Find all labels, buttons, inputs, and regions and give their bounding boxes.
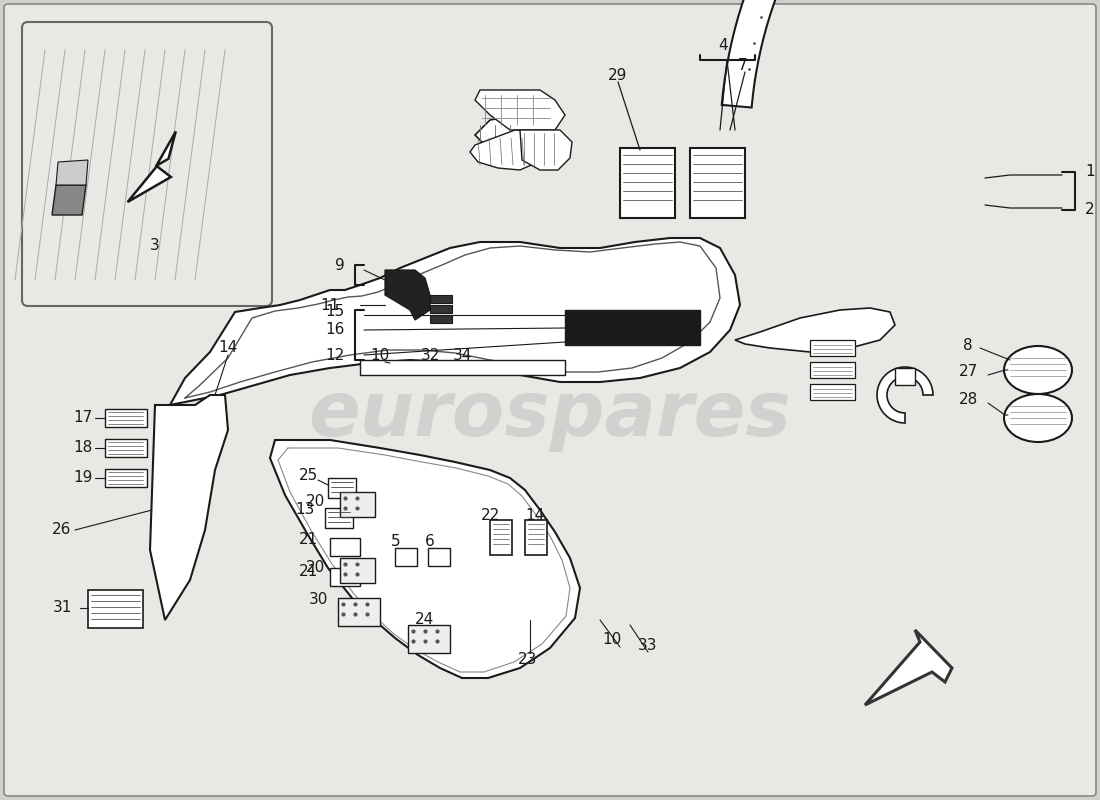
Text: 10: 10: [371, 347, 389, 362]
Text: 27: 27: [958, 365, 978, 379]
Bar: [328, 478, 356, 498]
Bar: [810, 362, 855, 378]
Text: 11: 11: [321, 298, 340, 313]
Text: 10: 10: [603, 633, 622, 647]
Text: 2: 2: [1085, 202, 1094, 218]
Text: 3: 3: [150, 238, 160, 253]
Polygon shape: [520, 130, 572, 170]
Bar: [395, 548, 417, 566]
Text: 31: 31: [53, 601, 72, 615]
Polygon shape: [565, 310, 700, 345]
Polygon shape: [722, 0, 1100, 107]
Text: 14: 14: [526, 507, 544, 522]
Polygon shape: [735, 308, 895, 352]
Bar: [330, 568, 360, 586]
Polygon shape: [385, 270, 430, 320]
Polygon shape: [270, 440, 580, 678]
Text: 9: 9: [336, 258, 345, 273]
Bar: [428, 548, 450, 566]
Text: 30: 30: [309, 593, 328, 607]
Polygon shape: [895, 368, 915, 385]
Text: 15: 15: [326, 305, 345, 319]
Text: 34: 34: [452, 347, 472, 362]
Text: eurospares: eurospares: [309, 378, 791, 452]
FancyBboxPatch shape: [4, 4, 1096, 796]
Text: 5: 5: [392, 534, 400, 550]
Bar: [690, 148, 745, 218]
Polygon shape: [475, 90, 565, 130]
Text: 16: 16: [326, 322, 345, 338]
Bar: [810, 384, 855, 400]
Bar: [104, 469, 147, 487]
Text: 28: 28: [958, 393, 978, 407]
Bar: [104, 439, 147, 457]
Text: 14: 14: [219, 341, 238, 355]
Text: 18: 18: [74, 441, 92, 455]
Bar: [490, 520, 512, 555]
Polygon shape: [475, 115, 544, 165]
Text: 24: 24: [416, 613, 434, 627]
FancyBboxPatch shape: [22, 22, 272, 306]
Text: 23: 23: [518, 653, 538, 667]
Bar: [88, 590, 143, 628]
Bar: [340, 558, 375, 583]
Text: 19: 19: [74, 470, 92, 486]
Polygon shape: [360, 360, 565, 375]
Text: 26: 26: [53, 522, 72, 538]
Bar: [430, 315, 452, 323]
Polygon shape: [170, 238, 740, 405]
Text: 33: 33: [638, 638, 658, 653]
Text: 21: 21: [299, 533, 318, 547]
Text: 4: 4: [718, 38, 728, 53]
Ellipse shape: [1004, 346, 1072, 394]
Polygon shape: [470, 130, 544, 170]
Text: 20: 20: [306, 561, 324, 575]
Bar: [340, 492, 375, 517]
Polygon shape: [150, 395, 228, 620]
Text: 6: 6: [425, 534, 435, 550]
Bar: [324, 508, 353, 528]
Text: 7: 7: [738, 58, 748, 73]
Text: 17: 17: [74, 410, 92, 426]
Bar: [525, 520, 547, 555]
Bar: [430, 305, 452, 313]
Bar: [330, 538, 360, 556]
Ellipse shape: [1004, 394, 1072, 442]
Polygon shape: [865, 630, 952, 705]
Bar: [104, 409, 147, 427]
Bar: [338, 598, 379, 626]
Text: 22: 22: [481, 507, 499, 522]
Text: 21: 21: [299, 565, 318, 579]
Polygon shape: [56, 160, 88, 185]
Text: 8: 8: [964, 338, 972, 353]
Bar: [620, 148, 675, 218]
Polygon shape: [52, 185, 86, 215]
Text: 32: 32: [420, 347, 440, 362]
Polygon shape: [128, 131, 176, 202]
Text: 13: 13: [296, 502, 315, 518]
Text: 1: 1: [1085, 165, 1094, 179]
Text: 12: 12: [326, 347, 345, 362]
Bar: [430, 295, 452, 303]
Bar: [810, 340, 855, 356]
Text: 20: 20: [306, 494, 324, 510]
Text: 25: 25: [299, 467, 318, 482]
Bar: [408, 625, 450, 653]
Text: 29: 29: [608, 67, 628, 82]
Polygon shape: [877, 367, 933, 423]
